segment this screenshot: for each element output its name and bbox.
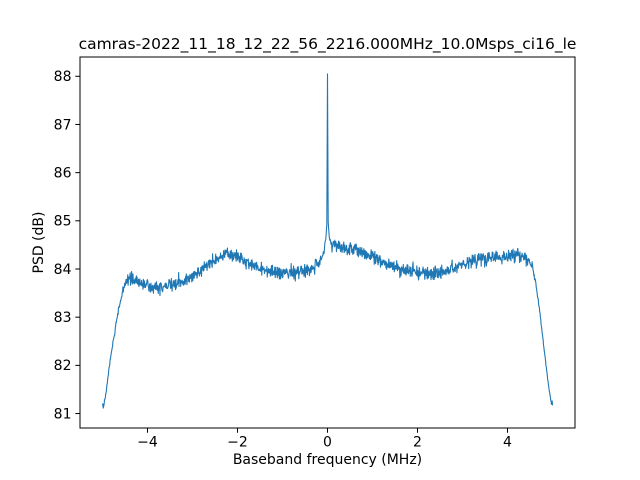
x-tick-label: −4: [137, 435, 158, 451]
y-axis-label: PSD (dB): [31, 212, 47, 274]
y-axis-ticks: 81 82 83 84 85 86 87 88: [54, 69, 80, 422]
x-axis-ticks: −4 −2 0 2 4: [137, 428, 512, 451]
y-tick-label: 82: [54, 358, 72, 374]
x-tick-label: 0: [323, 435, 332, 451]
x-tick-label: −2: [227, 435, 248, 451]
y-tick-label: 81: [54, 406, 72, 422]
y-tick-label: 86: [54, 165, 72, 181]
psd-trace: [101, 73, 554, 409]
y-tick-label: 84: [54, 262, 72, 278]
x-axis-label: Baseband frequency (MHz): [233, 452, 422, 468]
x-tick-label: 2: [413, 435, 422, 451]
x-tick-label: 4: [503, 435, 512, 451]
y-tick-label: 85: [54, 214, 72, 230]
chart-title: camras-2022_11_18_12_22_56_2216.000MHz_1…: [79, 35, 577, 54]
y-tick-label: 83: [54, 310, 72, 326]
y-tick-label: 87: [54, 117, 72, 133]
y-tick-label: 88: [54, 69, 72, 85]
